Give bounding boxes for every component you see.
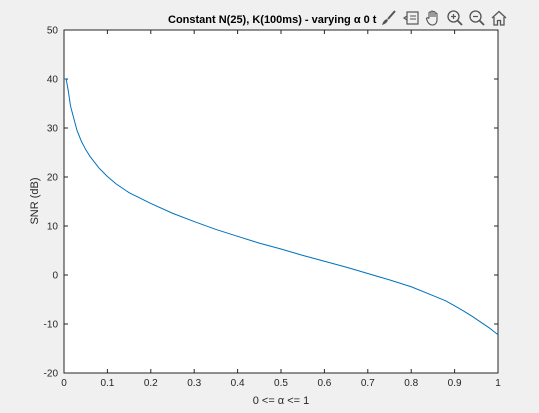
x-tick-label: 0.4 (231, 378, 245, 389)
snr-series-line (64, 78, 499, 336)
y-tick-label: 0 (52, 271, 58, 282)
y-tick-label: -20 (44, 369, 59, 380)
x-tick-label: 0.3 (187, 378, 201, 389)
figure-toolbar (379, 8, 509, 30)
pan-icon (425, 10, 438, 26)
y-tick-label: 50 (47, 26, 59, 37)
pan-button[interactable] (423, 8, 443, 28)
x-tick-label: 0.8 (404, 378, 418, 389)
zoom-out-icon (469, 10, 485, 26)
brush-button[interactable] (379, 8, 399, 28)
datatip-button[interactable] (401, 8, 421, 28)
x-tick-label: 0.9 (448, 378, 462, 389)
home-icon (491, 10, 507, 26)
x-tick-label: 0.1 (100, 378, 114, 389)
y-tick-label: 10 (47, 222, 59, 233)
x-tick-label: 1 (495, 378, 501, 389)
brush-icon (382, 10, 396, 25)
ticks (63, 29, 499, 374)
x-tick-label: 0.2 (144, 378, 158, 389)
zoom-in-button[interactable] (445, 8, 465, 28)
y-tick-label: 30 (47, 124, 59, 135)
zoom-out-button[interactable] (467, 8, 487, 28)
x-tick-label: 0.7 (361, 378, 375, 389)
y-tick-label: -10 (44, 320, 59, 331)
x-tick-label: 0.6 (317, 378, 331, 389)
plot-area (63, 29, 499, 374)
y-axis-label: SNR (dB) (29, 177, 41, 224)
zoom-in-icon (447, 10, 463, 26)
y-tick-labels: -20 -10 0 10 20 30 40 50 (44, 26, 59, 380)
datatip-icon (402, 11, 419, 25)
x-tick-label: 0.5 (274, 378, 288, 389)
chart-title: Constant N(25), K(100ms) - varying α 0 t (168, 14, 377, 26)
x-tick-label: 0 (61, 378, 67, 389)
x-tick-labels: 0 0.1 0.2 0.3 0.4 0.5 0.6 0.7 0.8 0.9 1 (61, 378, 501, 389)
y-tick-label: 20 (47, 173, 59, 184)
home-button[interactable] (489, 8, 509, 28)
y-tick-label: 40 (47, 75, 59, 86)
x-axis-label: 0 <= α <= 1 (253, 395, 310, 407)
